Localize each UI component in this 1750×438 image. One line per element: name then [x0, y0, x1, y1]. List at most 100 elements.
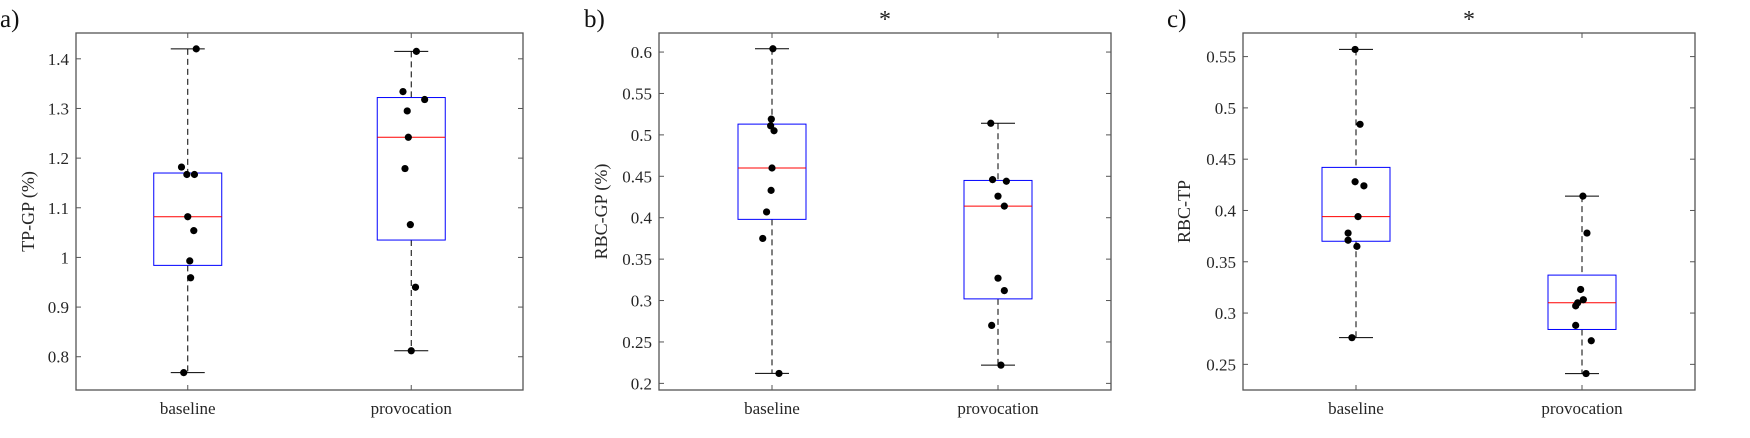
- data-point: [180, 369, 188, 377]
- data-point: [1351, 45, 1359, 54]
- iqr-box: [1321, 166, 1391, 242]
- data-point: [186, 257, 194, 265]
- axes-frame: [1242, 32, 1696, 391]
- data-point: [1000, 202, 1008, 210]
- data-point: [770, 127, 778, 135]
- box-baseline: [737, 48, 807, 374]
- y-tick-label: 0.3: [1215, 304, 1236, 323]
- panel-c: 0.25 0.3 0.35 0.4 0.45 0.5 0.55 baseline provoca…: [1167, 6, 1696, 418]
- data-point: [997, 361, 1005, 369]
- iqr-box: [1547, 274, 1617, 330]
- data-point: [403, 107, 411, 115]
- data-point: [1002, 177, 1010, 185]
- data-point: [1582, 369, 1590, 378]
- data-point: [404, 133, 412, 141]
- axes-frame: [75, 32, 524, 391]
- data-point: [1000, 287, 1008, 295]
- y-tick-label: 1.3: [48, 99, 69, 118]
- data-point: [421, 95, 429, 104]
- data-point: [762, 208, 771, 216]
- y-tick-label: 0.5: [1215, 99, 1236, 118]
- box-provocation: [376, 50, 446, 352]
- data-point: [412, 47, 420, 55]
- data-point: [1572, 302, 1580, 310]
- data-point: [769, 45, 777, 53]
- data-point: [767, 115, 775, 123]
- data-point: [1583, 229, 1591, 237]
- data-point: [183, 170, 191, 179]
- y-tick-label: 0.25: [622, 333, 652, 352]
- panel-b: 0.2 0.25 0.3 0.35 0.4 0.45 0.5 0.55 0.6 baseline p…: [584, 6, 1112, 418]
- data-point: [775, 369, 783, 378]
- data-point: [994, 192, 1002, 200]
- y-tick-label: 1: [61, 248, 70, 267]
- data-point: [1344, 229, 1352, 237]
- panel-a: 0.8 0.9 1 1.1 1.2 1.3 1.4 baseline provocation TP…: [0, 6, 524, 418]
- data-point: [190, 227, 198, 235]
- y-axis-label: TP-GP (%): [18, 171, 39, 252]
- y-tick-label: 0.5: [631, 126, 652, 145]
- data-point: [1572, 321, 1580, 329]
- data-point: [1353, 242, 1361, 250]
- data-point: [1348, 334, 1356, 342]
- axes-frame: [658, 32, 1112, 391]
- data-point: [759, 234, 767, 243]
- panel-label: b): [584, 6, 605, 33]
- data-point: [1360, 182, 1368, 190]
- data-point: [1579, 296, 1587, 304]
- iqr-box: [963, 179, 1033, 300]
- data-point: [184, 213, 192, 221]
- y-tick-label: 1.2: [48, 149, 69, 168]
- data-point: [177, 163, 186, 171]
- data-point: [987, 119, 995, 127]
- data-point: [406, 221, 414, 229]
- data-point: [1344, 236, 1352, 244]
- data-point: [399, 87, 407, 96]
- box-provocation: [963, 122, 1033, 366]
- box-provocation: [1547, 195, 1617, 375]
- data-point: [1579, 192, 1587, 200]
- y-tick-label: 0.45: [1206, 150, 1236, 169]
- y-tick-label: 0.55: [1206, 48, 1236, 67]
- data-point: [407, 347, 415, 355]
- panel-label: c): [1167, 6, 1186, 33]
- data-point: [411, 283, 420, 291]
- y-tick-label: 0.4: [631, 209, 653, 228]
- box-baseline: [1321, 48, 1391, 339]
- significance-marker: *: [879, 7, 891, 33]
- x-tick-label-provocation: provocation: [1541, 399, 1623, 418]
- y-tick-label: 0.35: [1206, 253, 1236, 272]
- y-tick-label: 0.8: [48, 348, 69, 367]
- x-tick-label-baseline: baseline: [160, 399, 216, 418]
- y-tick-label: 1.4: [48, 50, 70, 69]
- significance-marker: *: [1463, 7, 1475, 33]
- y-tick-label: 0.4: [1215, 201, 1237, 220]
- x-tick-label-baseline: baseline: [744, 399, 800, 418]
- data-point: [1356, 120, 1364, 128]
- y-tick-label: 0.55: [622, 84, 652, 103]
- x-tick-label-provocation: provocation: [371, 399, 453, 418]
- data-point: [1587, 337, 1595, 345]
- y-tick-label: 0.2: [631, 374, 652, 393]
- iqr-box: [737, 123, 807, 220]
- y-tick-label: 1.1: [48, 199, 69, 218]
- data-point: [994, 274, 1002, 282]
- data-point: [988, 321, 996, 329]
- data-point: [192, 45, 200, 53]
- data-point: [767, 186, 775, 194]
- box-baseline: [153, 48, 223, 374]
- y-tick-label: 0.35: [622, 250, 652, 269]
- x-tick-label-provocation: provocation: [957, 399, 1039, 418]
- y-tick-label: 0.45: [622, 167, 652, 186]
- x-tick-label-baseline: baseline: [1328, 399, 1384, 418]
- y-tick-label: 0.9: [48, 298, 69, 317]
- data-point: [190, 170, 199, 179]
- data-point: [1354, 213, 1362, 221]
- data-point: [1351, 178, 1359, 186]
- y-tick-label: 0.25: [1206, 355, 1236, 374]
- y-tick-label: 0.3: [631, 292, 652, 311]
- data-point: [768, 164, 776, 172]
- y-axis-label: RBC-GP (%): [591, 164, 612, 260]
- data-point: [401, 164, 409, 173]
